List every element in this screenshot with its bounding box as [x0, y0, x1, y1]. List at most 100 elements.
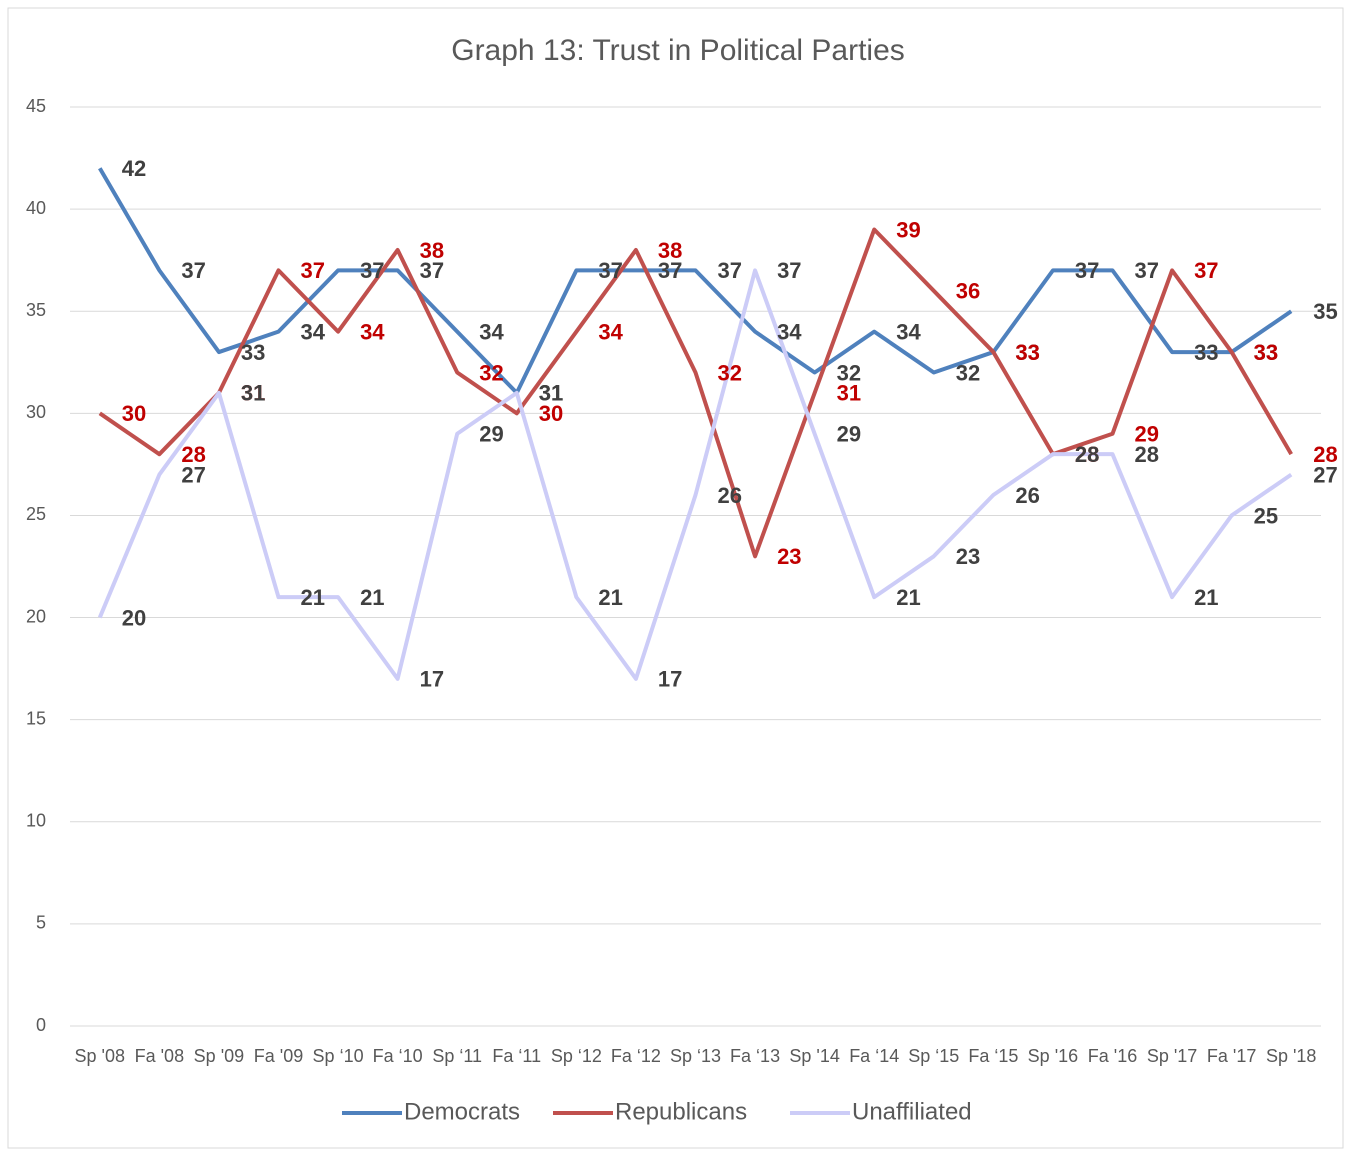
chart-border — [7, 7, 1344, 1149]
data-label: 36 — [956, 279, 980, 304]
data-label: 37 — [420, 258, 444, 283]
data-label: 30 — [539, 401, 563, 426]
data-label: 38 — [420, 238, 444, 263]
data-label: 31 — [837, 381, 861, 406]
y-tick-label: 10 — [26, 811, 46, 831]
data-label: 21 — [301, 585, 325, 610]
chart-title: Graph 13: Trust in Political Parties — [451, 34, 905, 67]
legend-label: Republicans — [615, 1098, 747, 1125]
data-label: 30 — [122, 401, 146, 426]
data-label: 20 — [122, 605, 146, 630]
data-label: 21 — [360, 585, 384, 610]
data-label: 37 — [1075, 258, 1099, 283]
x-tick-label: Sp ‘10 — [313, 1046, 364, 1066]
data-label: 37 — [598, 258, 622, 283]
data-label: 34 — [479, 319, 504, 344]
data-label: 37 — [1135, 258, 1159, 283]
x-tick-label: Fa '08 — [135, 1046, 184, 1066]
data-label: 17 — [420, 667, 444, 692]
y-tick-label: 45 — [26, 96, 46, 116]
y-tick-label: 35 — [26, 300, 46, 320]
data-label: 34 — [896, 319, 921, 344]
series-line — [97, 268, 1293, 681]
data-label: 28 — [1075, 442, 1099, 467]
x-tick-label: Sp ‘15 — [908, 1046, 959, 1066]
x-tick-label: Sp '18 — [1266, 1046, 1316, 1066]
y-tick-label: 30 — [26, 402, 46, 422]
data-label: 37 — [718, 258, 742, 283]
data-label: 37 — [181, 258, 205, 283]
data-label: 33 — [1254, 340, 1278, 365]
data-label: 35 — [1313, 299, 1337, 324]
data-label: 17 — [658, 667, 682, 692]
data-label: 42 — [122, 156, 146, 181]
x-tick-label: Sp '16 — [1028, 1046, 1078, 1066]
data-label: 21 — [896, 585, 920, 610]
data-label: 33 — [1194, 340, 1218, 365]
data-label: 26 — [718, 483, 742, 508]
data-label: 37 — [658, 258, 682, 283]
data-label: 32 — [956, 360, 980, 385]
data-label: 31 — [241, 381, 265, 406]
x-tick-label: Sp '17 — [1147, 1046, 1197, 1066]
data-label: 34 — [301, 319, 326, 344]
data-label: 32 — [479, 360, 503, 385]
data-label: 23 — [956, 544, 980, 569]
data-label: 28 — [1135, 442, 1159, 467]
x-tick-label: Sp ‘12 — [551, 1046, 602, 1066]
x-tick-label: Sp '09 — [194, 1046, 244, 1066]
y-tick-label: 5 — [36, 913, 46, 933]
data-label: 26 — [1015, 483, 1039, 508]
data-label: 29 — [837, 422, 861, 447]
legend-label: Unaffiliated — [852, 1098, 972, 1125]
data-label: 21 — [598, 585, 622, 610]
y-tick-label: 0 — [36, 1015, 46, 1035]
data-label: 29 — [479, 422, 503, 447]
data-label: 28 — [1313, 442, 1337, 467]
data-label: 33 — [241, 340, 265, 365]
x-tick-label: Fa ‘10 — [373, 1046, 423, 1066]
y-tick-label: 40 — [26, 198, 46, 218]
data-label: 34 — [598, 319, 623, 344]
x-tick-label: Fa '17 — [1207, 1046, 1256, 1066]
data-label: 33 — [1015, 340, 1039, 365]
x-tick-label: Fa ‘15 — [968, 1046, 1018, 1066]
x-tick-label: Fa ‘13 — [730, 1046, 780, 1066]
series-line — [98, 167, 1293, 395]
data-label: 27 — [181, 462, 205, 487]
x-tick-label: Sp '14 — [789, 1046, 839, 1066]
data-label: 33 — [1254, 340, 1278, 365]
data-label: 29 — [1135, 422, 1159, 447]
x-tick-label: Sp '08 — [75, 1046, 125, 1066]
data-label: 32 — [718, 360, 742, 385]
data-label: 34 — [777, 319, 802, 344]
data-label: 25 — [1254, 503, 1278, 528]
x-tick-label: Fa '16 — [1088, 1046, 1137, 1066]
legend-label: Democrats — [404, 1098, 520, 1125]
data-label: 31 — [241, 381, 265, 406]
data-label: 37 — [777, 258, 801, 283]
data-label: 23 — [777, 544, 801, 569]
data-label: 39 — [896, 217, 920, 242]
data-label: 31 — [539, 381, 563, 406]
data-label: 21 — [1194, 585, 1218, 610]
data-label: 37 — [1194, 258, 1218, 283]
x-tick-label: Fa ‘11 — [492, 1046, 541, 1066]
data-label: 38 — [658, 238, 682, 263]
x-tick-label: Sp ‘11 — [432, 1046, 482, 1066]
data-label: 28 — [1075, 442, 1099, 467]
series-line — [98, 227, 1293, 559]
x-tick-label: Fa '09 — [254, 1046, 303, 1066]
y-tick-label: 15 — [26, 708, 46, 728]
y-tick-label: 20 — [26, 606, 46, 626]
x-tick-label: Fa ‘14 — [849, 1046, 899, 1066]
data-label: 37 — [360, 258, 384, 283]
data-label: 34 — [360, 319, 385, 344]
data-label: 33 — [1015, 340, 1039, 365]
x-tick-label: Sp ‘13 — [670, 1046, 721, 1066]
data-label: 31 — [539, 381, 563, 406]
data-label: 37 — [301, 258, 325, 283]
data-label: 32 — [837, 360, 861, 385]
y-tick-label: 25 — [26, 504, 46, 524]
